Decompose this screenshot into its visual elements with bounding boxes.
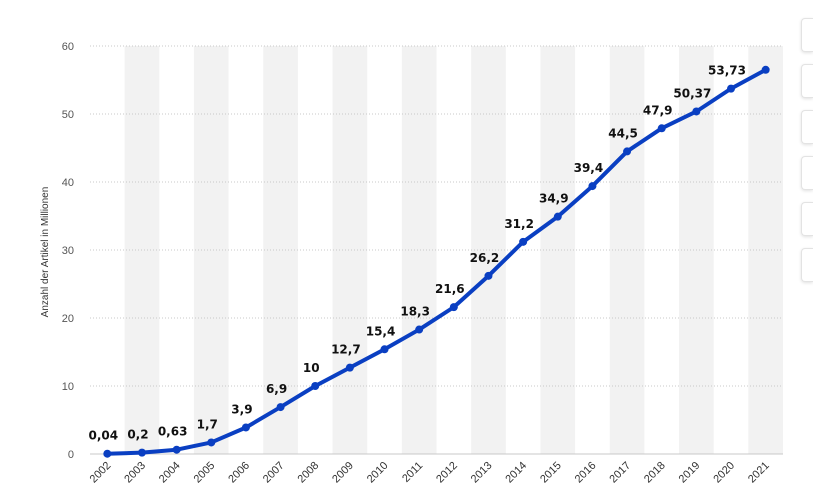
data-point[interactable] — [727, 84, 736, 93]
data-label: 34,9 — [539, 192, 569, 206]
data-point[interactable] — [449, 303, 458, 312]
data-point[interactable] — [207, 438, 216, 447]
x-tick-label: 2003 — [122, 460, 148, 486]
x-tick-label: 2009 — [330, 460, 356, 486]
data-label: 21,6 — [435, 282, 465, 296]
data-label: 44,5 — [608, 126, 638, 140]
data-label: 26,2 — [470, 251, 500, 265]
data-point[interactable] — [415, 325, 424, 334]
data-point[interactable] — [172, 445, 181, 454]
column-band — [401, 46, 437, 454]
data-label: 53,73 — [708, 64, 746, 78]
x-tick-label: 2019 — [677, 460, 703, 486]
x-tick-label: 2010 — [365, 460, 391, 486]
y-axis-label: Anzahl der Artikel in Millionen — [40, 187, 51, 318]
x-tick-label: 2002 — [88, 460, 114, 486]
x-axis-ticks: 2002 2003 2004 2005 2006 2007 2008 2009 2010 2011… — [88, 460, 772, 486]
data-point[interactable] — [137, 448, 146, 457]
share-icon[interactable] — [801, 156, 813, 190]
y-tick-label: 40 — [62, 177, 74, 189]
x-tick-label: 2020 — [711, 460, 737, 486]
series-line-path — [105, 67, 768, 456]
data-point[interactable] — [553, 212, 562, 221]
data-point[interactable] — [241, 423, 250, 432]
data-label: 50,37 — [673, 86, 711, 100]
data-point[interactable] — [588, 182, 597, 191]
x-tick-label: 2006 — [226, 460, 252, 486]
data-label: 12,7 — [331, 343, 361, 357]
data-point[interactable] — [692, 107, 701, 116]
x-tick-label: 2015 — [538, 460, 564, 486]
data-label: 0,63 — [158, 425, 188, 439]
data-label: 39,4 — [574, 161, 604, 175]
data-label: 1,7 — [197, 417, 218, 431]
info-icon[interactable] — [801, 248, 813, 282]
data-label: 0,04 — [89, 429, 119, 443]
x-tick-label: 2014 — [503, 460, 529, 486]
notification-icon[interactable] — [801, 64, 813, 98]
settings-icon[interactable] — [801, 110, 813, 144]
column-band — [263, 46, 298, 454]
column-band — [332, 46, 368, 454]
data-label: 15,4 — [366, 324, 396, 338]
data-points — [103, 65, 770, 458]
x-tick-label: 2017 — [607, 460, 633, 486]
x-tick-label: 2011 — [400, 460, 425, 485]
x-tick-label: 2008 — [296, 460, 322, 486]
y-tick-label: 20 — [62, 313, 74, 325]
data-label: 18,3 — [400, 305, 430, 319]
x-tick-label: 2021 — [746, 460, 772, 486]
x-tick-label: 2016 — [573, 460, 599, 486]
y-axis-ticks: 0 10 20 30 40 50 60 — [62, 41, 74, 461]
data-point[interactable] — [380, 345, 389, 354]
data-label: 0,2 — [127, 428, 148, 442]
gridlines — [90, 45, 783, 455]
quote-icon[interactable] — [801, 202, 813, 236]
data-point[interactable] — [657, 124, 666, 133]
data-label: 10 — [303, 361, 320, 375]
x-tick-label: 2018 — [642, 460, 668, 486]
x-tick-label: 2012 — [434, 460, 460, 486]
y-tick-label: 30 — [62, 245, 74, 257]
data-point[interactable] — [623, 147, 632, 156]
data-label: 47,9 — [643, 103, 673, 117]
data-point[interactable] — [345, 363, 354, 372]
data-point[interactable] — [103, 449, 112, 458]
x-tick-label: 2005 — [192, 460, 218, 486]
column-band — [471, 46, 506, 454]
y-tick-label: 10 — [62, 381, 74, 393]
series-line — [105, 67, 768, 456]
data-point[interactable] — [519, 237, 528, 246]
y-tick-label: 60 — [62, 41, 74, 53]
data-point[interactable] — [761, 65, 770, 74]
data-point[interactable] — [484, 271, 493, 280]
data-point[interactable] — [311, 382, 320, 390]
bookmark-icon[interactable] — [801, 18, 813, 52]
data-point[interactable] — [276, 403, 285, 412]
x-tick-label: 2013 — [469, 460, 495, 486]
y-tick-label: 50 — [62, 109, 74, 121]
y-tick-label: 0 — [68, 449, 74, 461]
x-tick-label: 2007 — [261, 460, 287, 486]
x-tick-label: 2004 — [157, 460, 183, 486]
side-toolbar — [801, 18, 813, 294]
column-band — [193, 46, 229, 454]
column-band — [540, 46, 576, 454]
data-label: 6,9 — [266, 382, 287, 396]
data-label: 3,9 — [231, 402, 252, 416]
data-label: 31,2 — [504, 217, 534, 231]
data-labels: 0,04 0,2 0,63 1,7 3,9 6,9 10 12,7 15,4 18,3 21,6 26… — [89, 64, 746, 443]
